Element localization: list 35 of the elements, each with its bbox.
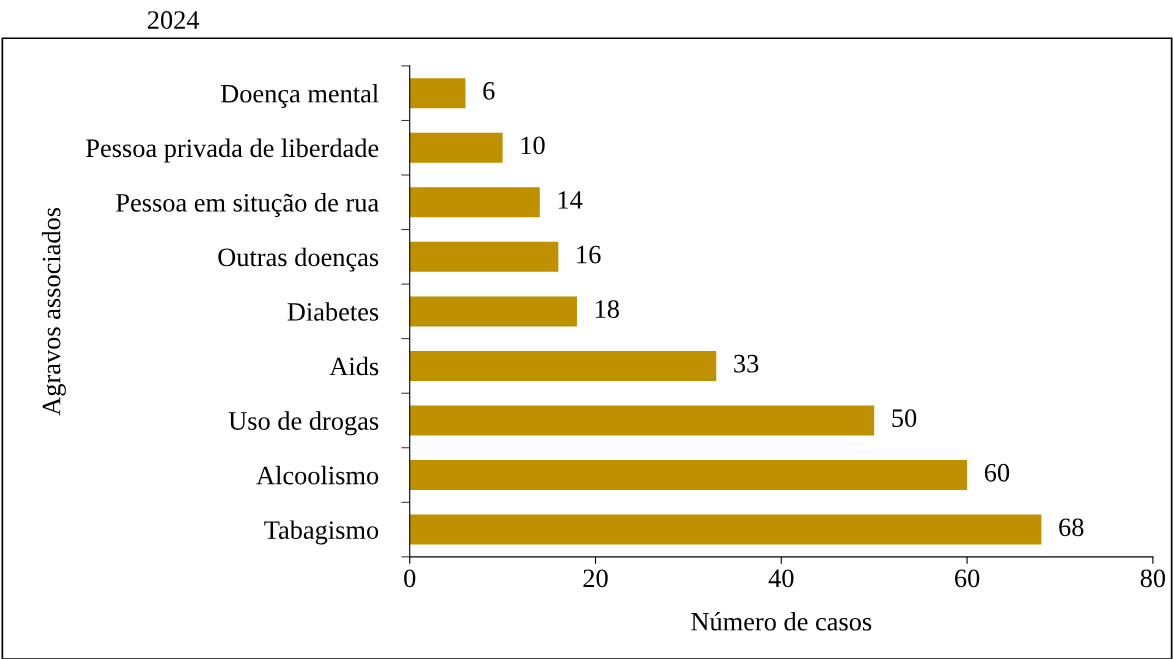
- data-label: 33: [734, 354, 759, 373]
- x-axis-title: Número de casos: [691, 612, 872, 631]
- x-tick-label: 80: [1140, 569, 1166, 588]
- y-tick-label: Uso de drogas: [228, 411, 379, 436]
- bar: [409, 514, 1042, 545]
- y-axis-title: Agravos associados: [41, 207, 66, 416]
- bar: [409, 187, 540, 218]
- bar: [409, 78, 466, 109]
- data-label: 18: [595, 300, 619, 318]
- data-label: 50: [892, 409, 917, 428]
- bar: [409, 350, 717, 381]
- y-tick-label: Pessoa em situção de rua: [116, 193, 379, 218]
- y-tick-label: Aids: [329, 356, 379, 376]
- y-tick-label: Pessoa privada de liberdade: [86, 138, 379, 163]
- bar: [409, 460, 968, 491]
- text: 2024: [147, 11, 200, 29]
- x-tick-label: 60: [955, 569, 980, 588]
- y-tick-label: Outras doenças: [218, 247, 379, 272]
- y-tick-label: Alcoolismo: [256, 465, 379, 485]
- data-label: 60: [984, 463, 1010, 482]
- bar: [409, 405, 875, 436]
- bar: [409, 241, 559, 272]
- bar: [409, 132, 503, 163]
- y-tick-label: Diabetes: [287, 302, 379, 321]
- data-label: 14: [558, 191, 583, 209]
- data-label: 68: [1059, 518, 1084, 537]
- data-label: 6: [483, 82, 495, 100]
- x-tick-label: 0: [404, 569, 416, 588]
- y-tick-label: Tabagismo: [264, 520, 379, 545]
- x-tick-label: 20: [583, 569, 608, 588]
- x-tick-label: 40: [768, 569, 794, 588]
- data-label: 10: [521, 136, 545, 155]
- bar: [409, 296, 577, 327]
- data-label: 16: [577, 245, 601, 264]
- y-tick-label: Doença mental: [220, 84, 379, 108]
